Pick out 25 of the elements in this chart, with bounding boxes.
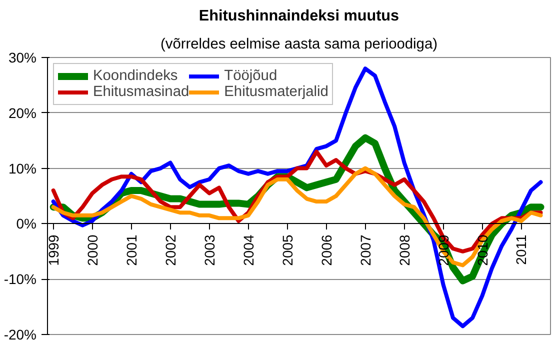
x-tick-label: 2003 — [201, 234, 218, 266]
legend-label: Koondindeks — [93, 68, 178, 84]
y-tick-label: 20% — [8, 104, 37, 121]
x-tick-label: 2001 — [123, 234, 140, 266]
x-tick-label: 2004 — [240, 234, 256, 266]
legend-label: Ehitusmaterjalid — [224, 84, 328, 100]
x-tick-label: 2000 — [84, 234, 100, 266]
x-tick-label: 2008 — [396, 234, 412, 266]
x-tick-label: 2011 — [513, 234, 530, 265]
y-tick-label: -10% — [4, 271, 37, 288]
x-tick-label: 2002 — [162, 234, 178, 266]
y-tick-label: 0% — [16, 216, 36, 232]
x-tick-label: 2006 — [318, 234, 334, 266]
legend-label: Ehitusmasinad — [93, 84, 190, 100]
x-tick-label: 2007 — [357, 234, 374, 266]
chart-title: Ehitushinnaindeksi muutus — [198, 8, 400, 24]
x-tick-label: 2005 — [279, 234, 296, 266]
y-tick-label: -20% — [4, 326, 37, 342]
y-tick-label: 30% — [8, 50, 37, 66]
chart-subtitle: (võrreldes eelmise aasta sama perioodiga) — [160, 36, 438, 52]
x-tick-label: 2010 — [474, 234, 490, 266]
x-tick-label: 2009 — [435, 234, 452, 266]
legend-label: Tööjõud — [224, 68, 278, 84]
x-tick-label: 1999 — [45, 234, 62, 266]
y-tick-label: 10% — [8, 160, 37, 176]
